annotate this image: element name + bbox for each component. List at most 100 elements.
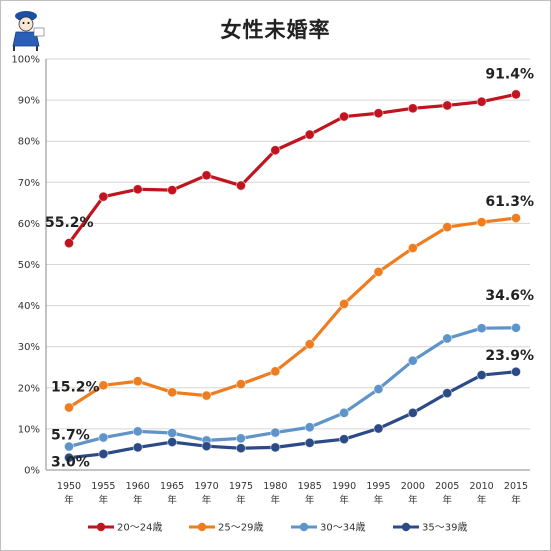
data-point	[339, 407, 350, 418]
x-tick-suffix: 年	[64, 494, 74, 506]
data-point	[442, 222, 453, 233]
x-tick-label: 2005	[435, 481, 459, 492]
data-point	[235, 379, 246, 390]
y-tick-label: 10%	[18, 424, 40, 435]
data-point	[201, 170, 212, 181]
data-point	[132, 184, 143, 195]
data-point	[98, 448, 109, 459]
data-point	[98, 380, 109, 391]
data-point	[373, 108, 384, 119]
data-point	[442, 100, 453, 111]
x-tick-suffix: 年	[133, 494, 143, 506]
x-tick-label: 1965	[160, 481, 184, 492]
legend-marker	[96, 522, 106, 532]
data-point	[270, 145, 281, 156]
legend-item: 25～29歳	[189, 522, 263, 534]
y-tick-label: 40%	[18, 301, 40, 312]
mascot-logo	[12, 11, 45, 51]
y-tick-label: 60%	[18, 219, 40, 230]
series-3	[64, 322, 521, 452]
x-tick-label: 1990	[332, 481, 356, 492]
data-point	[304, 129, 315, 140]
gridlines	[46, 58, 530, 471]
legend-item: 35～39歳	[393, 522, 467, 534]
legend-label: 35～39歳	[422, 522, 467, 534]
legend-marker	[197, 522, 207, 532]
x-tick-suffix: 年	[167, 494, 177, 506]
x-tick-suffix: 年	[511, 494, 521, 506]
data-point	[407, 103, 418, 114]
data-label: 5.7%	[51, 428, 90, 444]
data-label: 23.9%	[485, 348, 534, 364]
data-point	[407, 355, 418, 366]
data-point	[98, 191, 109, 202]
x-tick-label: 2015	[504, 481, 528, 492]
data-point	[167, 437, 178, 448]
y-tick-label: 80%	[18, 137, 40, 148]
legend-marker	[299, 522, 309, 532]
x-tick-label: 1975	[229, 481, 253, 492]
x-tick-suffix: 年	[477, 494, 487, 506]
data-point	[132, 426, 143, 437]
legend-label: 25～29歳	[218, 522, 263, 534]
x-tick-suffix: 年	[305, 494, 315, 506]
x-tick-suffix: 年	[339, 494, 349, 506]
data-point	[373, 384, 384, 395]
data-point	[339, 111, 350, 122]
data-point	[235, 433, 246, 444]
data-point	[339, 298, 350, 309]
legend-label: 20～24歳	[117, 522, 162, 534]
data-point	[270, 427, 281, 438]
data-point	[373, 266, 384, 277]
x-tick-label: 1950	[57, 481, 81, 492]
legend: 20～24歳 25～29歳 30～34歳 35～39歳	[88, 522, 467, 534]
data-point	[304, 422, 315, 433]
series-2	[64, 213, 521, 413]
data-point	[270, 366, 281, 377]
y-tick-label: 0%	[24, 466, 40, 477]
legend-item: 20～24歳	[88, 522, 162, 534]
series-group	[64, 89, 521, 463]
data-point	[476, 370, 487, 381]
data-point	[235, 443, 246, 454]
data-label: 3.0%	[51, 455, 90, 471]
legend-item: 30～34歳	[291, 522, 365, 534]
x-tick-label: 1970	[194, 481, 218, 492]
data-point	[304, 339, 315, 350]
data-point	[476, 96, 487, 107]
data-point	[235, 180, 246, 191]
data-point	[442, 333, 453, 344]
data-point	[167, 428, 178, 439]
y-tick-label: 30%	[18, 342, 40, 353]
data-point	[132, 442, 143, 453]
data-point	[476, 323, 487, 334]
x-tick-label: 1995	[366, 481, 390, 492]
x-tick-suffix: 年	[408, 494, 418, 506]
data-point	[98, 432, 109, 443]
data-point	[510, 89, 521, 100]
data-point	[407, 407, 418, 418]
series-line	[67, 92, 517, 245]
data-point	[64, 238, 75, 249]
data-label: 55.2%	[45, 215, 94, 231]
data-point	[476, 217, 487, 228]
series-4	[64, 366, 521, 463]
x-tick-suffix: 年	[99, 494, 109, 506]
data-point	[407, 243, 418, 254]
series-1	[64, 89, 521, 249]
y-tick-label: 100%	[11, 55, 40, 66]
x-axis-ticks: 1950 年 1955 年 1960 年 1965 年 1970 年 1975 年 1980 年 1985 年…	[57, 481, 528, 506]
x-tick-label: 2000	[401, 481, 425, 492]
data-point	[64, 402, 75, 413]
chart-title: 女性未婚率	[220, 18, 331, 42]
data-point	[373, 423, 384, 434]
data-point	[339, 434, 350, 445]
y-tick-label: 20%	[18, 383, 40, 394]
x-tick-label: 1960	[126, 481, 150, 492]
x-tick-suffix: 年	[271, 494, 281, 506]
series-line	[68, 326, 517, 449]
y-tick-label: 50%	[18, 260, 40, 271]
y-tick-label: 90%	[18, 96, 40, 107]
